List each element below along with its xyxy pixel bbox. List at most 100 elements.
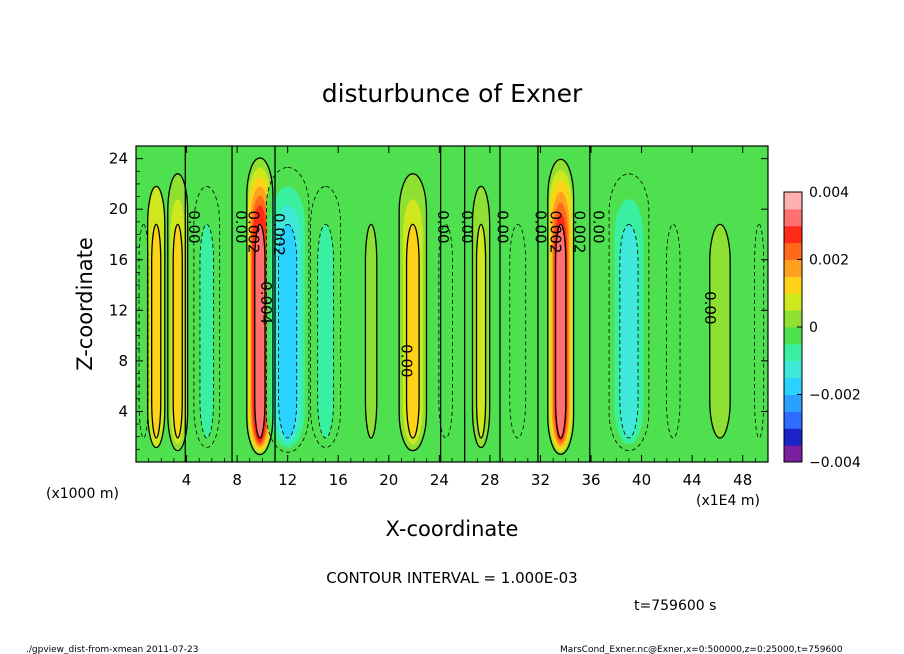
contour-line xyxy=(471,185,491,449)
x-tick-label: 8 xyxy=(232,471,242,489)
contour-label: 0.00 xyxy=(531,210,549,243)
colorbar-tick-label: 0.004 xyxy=(809,185,849,201)
field-band xyxy=(555,224,566,438)
colorbar-tick-label: −0.002 xyxy=(809,388,861,404)
z-unit-label: (x1000 m) xyxy=(46,486,119,502)
contour-line xyxy=(146,185,166,449)
time-label: t=759600 s xyxy=(634,598,716,614)
field-band xyxy=(151,224,161,438)
x-tick-label: 48 xyxy=(733,471,752,489)
contour-label: 0.00 xyxy=(434,210,452,243)
colorbar-swatch xyxy=(784,327,802,345)
contour-label: 0.00 xyxy=(185,210,203,243)
contour-line xyxy=(475,223,487,439)
x-tick-label: 40 xyxy=(632,471,651,489)
colorbar-swatch xyxy=(784,293,802,311)
contour-label: 0.002 xyxy=(270,213,288,256)
colorbar-swatch xyxy=(784,259,802,277)
contour-label: 0.00 xyxy=(232,210,250,243)
x-tick-label: 12 xyxy=(278,471,297,489)
contour-line xyxy=(310,186,342,448)
y-tick-label: 4 xyxy=(118,402,128,420)
colorbar-swatch xyxy=(784,394,802,412)
contour-line xyxy=(246,157,274,456)
x-tick-label: 32 xyxy=(531,471,550,489)
contour-line xyxy=(193,186,221,448)
footer-right: MarsCond_Exner.nc@Exner,x=0:500000,z=0:2… xyxy=(560,645,843,654)
y-tick-label: 12 xyxy=(109,301,128,319)
y-tick-label: 16 xyxy=(109,251,128,269)
colorbar: 0.004 0.002 0 −0.002 −0.004 xyxy=(783,185,861,471)
contour-line xyxy=(266,167,310,453)
contour-line xyxy=(405,223,420,439)
colorbar-swatch xyxy=(784,377,802,395)
contour-label: 0.002 xyxy=(571,210,589,253)
contour-line xyxy=(554,223,567,439)
colorbar-swatch xyxy=(784,445,802,463)
colorbar-swatch xyxy=(784,225,802,244)
contour-line xyxy=(317,223,334,439)
contour-line xyxy=(754,223,765,439)
field-band xyxy=(254,224,265,438)
y-tick-label: 8 xyxy=(118,352,128,370)
colorbar-tick-label: 0 xyxy=(809,320,818,336)
contour-label: 0.002 xyxy=(244,210,262,253)
colorbar-swatch xyxy=(784,343,802,362)
x-tick-label: 44 xyxy=(683,471,702,489)
field-band xyxy=(438,224,453,438)
x-tick-label: 36 xyxy=(581,471,600,489)
field-band xyxy=(173,224,183,438)
contour-label: 0.00 xyxy=(701,291,719,324)
y-axis-label: Z-coordinate xyxy=(73,237,97,371)
contour-line xyxy=(619,223,639,439)
contour-line xyxy=(254,223,266,439)
colorbar-swatch xyxy=(784,411,802,429)
contour-line xyxy=(509,223,527,439)
field-band xyxy=(278,224,297,438)
contour-line xyxy=(547,158,575,455)
field-band xyxy=(476,224,486,438)
x-axis-label: X-coordinate xyxy=(386,517,519,541)
field-band xyxy=(754,224,764,438)
contour-line xyxy=(665,223,681,439)
colorbar-tick-label: 0.002 xyxy=(809,253,849,269)
colorbar-tick-label: −0.004 xyxy=(809,455,861,471)
field-band xyxy=(365,224,377,438)
colorbar-swatch xyxy=(784,242,802,260)
contour-interval: CONTOUR INTERVAL = 1.000E-03 xyxy=(326,569,577,587)
contour-line xyxy=(167,173,189,452)
colorbar-swatch xyxy=(784,192,802,210)
colorbar-swatch xyxy=(784,208,802,227)
y-tick-label: 24 xyxy=(109,150,128,168)
contour-line xyxy=(608,173,650,452)
colorbar-swatch xyxy=(784,276,802,294)
contour-label: 0.004 xyxy=(257,281,275,324)
y-tick-label: 20 xyxy=(109,200,128,218)
contour-label: 0.002 xyxy=(547,210,565,253)
field-band xyxy=(139,224,149,438)
field-band xyxy=(406,224,420,438)
field-band xyxy=(666,224,681,438)
field-band xyxy=(619,224,639,438)
colorbar-swatch xyxy=(784,428,802,446)
x-tick-label: 24 xyxy=(430,471,449,489)
colorbar-ticks: 0.004 0.002 0 −0.002 −0.004 xyxy=(797,185,861,471)
contour-label: 0.00 xyxy=(397,344,415,377)
chart-title: disturbunce of Exner xyxy=(322,79,583,108)
contour-line xyxy=(398,173,428,452)
contour-line xyxy=(364,223,378,439)
contour-line xyxy=(709,223,731,439)
contour-line xyxy=(151,223,162,439)
field-band xyxy=(199,224,214,438)
contour-label: 0.00 xyxy=(458,210,476,243)
field-band xyxy=(317,224,334,438)
colorbar-swatch xyxy=(784,310,802,328)
y-axis-ticks: 4 8 12 16 20 24 xyxy=(109,150,768,450)
footer-left: ./gpview_dist-from-xmean 2011-07-23 xyxy=(26,645,198,654)
contour-layer xyxy=(138,146,765,462)
contour-line xyxy=(438,223,453,439)
contour-label: 0.00 xyxy=(494,210,512,243)
